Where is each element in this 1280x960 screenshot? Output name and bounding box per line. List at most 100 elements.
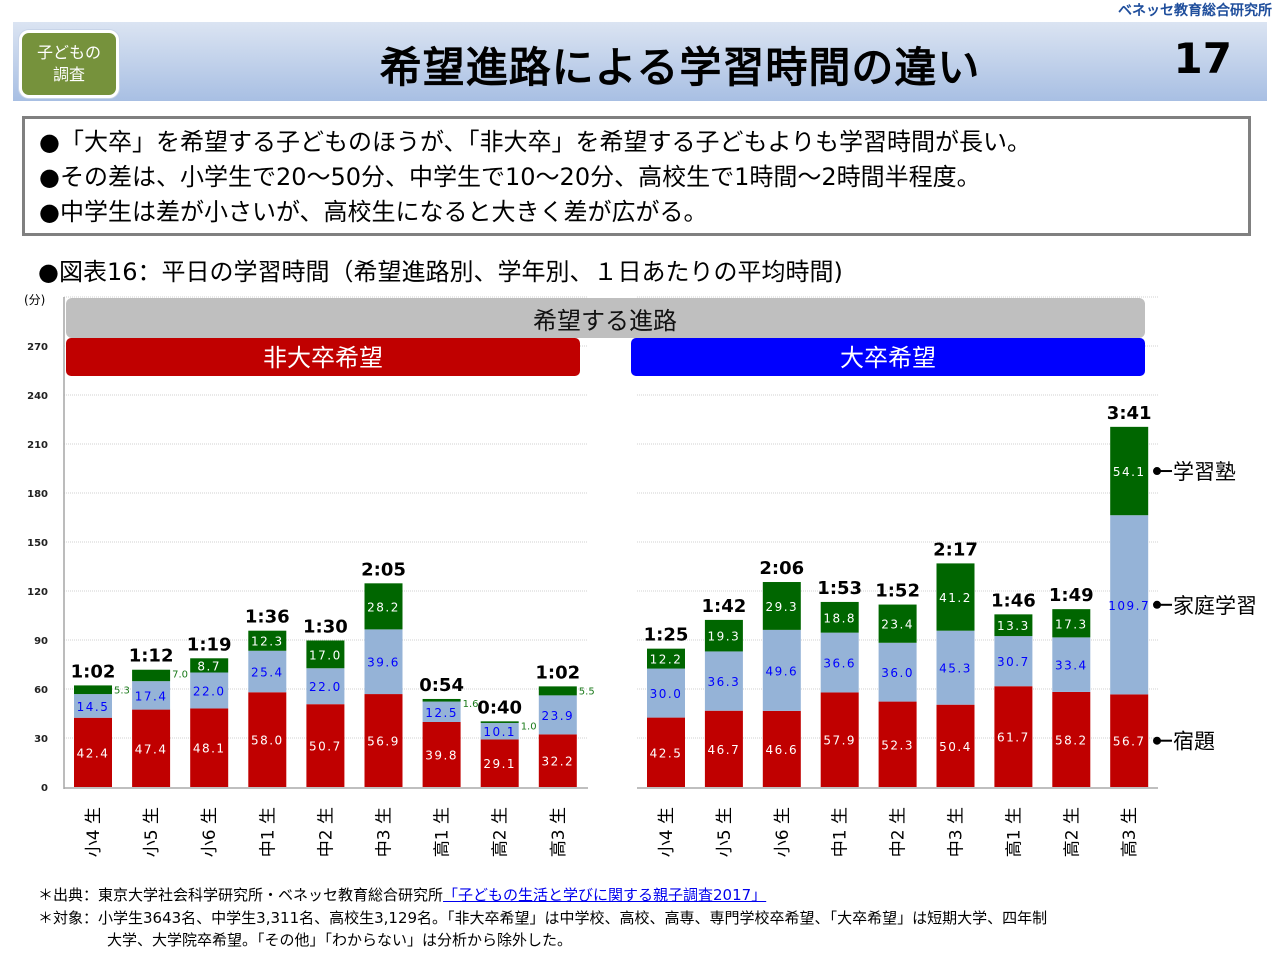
x-tick-label: 小4 生 — [657, 807, 677, 857]
x-tick-label: 高3 生 — [549, 807, 569, 857]
header-band — [13, 22, 1267, 101]
footnote-target-2: 大学、大学院卒希望。「その他」「わからない」は分析から除外した。 — [107, 931, 573, 949]
bar-segment-cram-school — [994, 614, 1033, 637]
x-tick-label: 小6 生 — [773, 807, 793, 857]
bar-segment-home-study — [820, 632, 859, 693]
bar-segment-cram-school — [306, 640, 345, 669]
bar-segment-cram-school — [480, 721, 519, 723]
panel-header-univ — [631, 338, 1145, 376]
bar-segment-homework — [190, 708, 229, 787]
bar-segment-cram-school — [762, 582, 801, 630]
bar-segment-home-study — [994, 636, 1033, 687]
bar-segment-home-study — [936, 630, 975, 705]
total-label: 1:49 — [1049, 585, 1094, 606]
bar-segment-home-study — [647, 668, 685, 718]
bar-segment-cram-school — [190, 658, 229, 673]
total-label: 2:17 — [933, 539, 978, 560]
group-header-label: 希望する進路 — [533, 307, 677, 335]
data-label: 41.2 — [939, 591, 972, 605]
bar-segment-homework — [364, 694, 403, 787]
y-tick-label: 0 — [41, 783, 48, 794]
footnote-source: ＊出典：東京大学社会科学研究所・ベネッセ教育総合研究所「子どもの生活と学びに関す… — [38, 884, 766, 905]
bar-segment-home-study — [74, 694, 112, 718]
data-label: 12.3 — [251, 635, 284, 649]
bar-segment-homework — [132, 709, 171, 787]
bar-segment-homework — [480, 739, 519, 787]
bar-segment-home-study — [878, 642, 917, 702]
data-label: 47.4 — [135, 742, 168, 756]
bar-segment-cram-school — [74, 685, 112, 695]
data-label: 61.7 — [997, 731, 1030, 745]
bar-segment-cram-school — [132, 669, 171, 682]
x-tick-label: 小5 生 — [142, 807, 162, 857]
x-tick-label: 小4 生 — [84, 807, 104, 857]
footnote-target-1: ＊対象：小学生3643名、中学生3,311名、高校生3,129名。「非大卒希望」… — [38, 909, 1048, 927]
page-number: 17 — [1173, 34, 1232, 83]
data-label: 33.4 — [1055, 659, 1088, 673]
data-label: 39.8 — [425, 748, 458, 762]
survey-badge: 子どもの 調査 — [19, 30, 119, 98]
data-label: 25.4 — [251, 666, 284, 680]
data-label: 13.3 — [997, 619, 1030, 633]
y-tick-label: 90 — [34, 636, 48, 647]
bar-segment-cram-school — [422, 698, 461, 702]
bar-segment-cram-school — [248, 630, 287, 651]
badge-line1: 子どもの — [36, 43, 101, 62]
bar-segment-homework — [538, 734, 577, 787]
total-label: 1:46 — [991, 590, 1036, 611]
source-text: ＊出典：東京大学社会科学研究所・ベネッセ教育総合研究所 — [38, 886, 444, 904]
data-label: 36.3 — [708, 675, 741, 689]
total-label: 1:42 — [702, 596, 747, 617]
panel-header-non-univ — [66, 338, 580, 376]
data-label: 1.6 — [463, 699, 479, 710]
bar-segment-cram-school — [878, 604, 917, 643]
summary-box: ●「大卒」を希望する子どものほうが、「非大卒」を希望する子どもよりも学習時間が長… — [22, 116, 1251, 236]
data-label: 30.7 — [997, 655, 1030, 669]
data-label: 29.1 — [483, 757, 516, 771]
x-tick-label: 高2 生 — [1062, 807, 1082, 857]
bar-segment-cram-school — [820, 601, 859, 633]
data-label: 32.2 — [541, 755, 574, 769]
bar-segment-home-study — [306, 668, 345, 705]
y-tick-label: 30 — [34, 734, 48, 745]
y-tick-label: 270 — [27, 342, 48, 353]
bar-segment-cram-school — [647, 648, 685, 669]
data-label: 28.2 — [367, 600, 400, 614]
page-title: 希望進路による学習時間の違い — [379, 43, 981, 92]
x-tick-label: 高1 生 — [433, 807, 453, 857]
data-label: 57.9 — [823, 734, 856, 748]
source-link[interactable]: 「子どもの生活と学びに関する親子調査2017」 — [443, 886, 767, 904]
panel-header-label: 大卒希望 — [840, 344, 936, 372]
x-axis-labels: 小4 生 小5 生 小6 生 中1 生 中2 生 中3 生 高1 生 高2 生 高3 生 小4 生… — [84, 807, 1140, 857]
data-label: 18.8 — [823, 611, 856, 625]
data-label: 17.4 — [135, 689, 168, 703]
total-label: 2:06 — [759, 558, 804, 579]
bar-segment-cram-school — [538, 686, 577, 696]
data-label: 46.7 — [708, 743, 741, 757]
badge-line2: 調査 — [52, 65, 85, 84]
data-label: 58.0 — [251, 734, 284, 748]
total-label: 1:53 — [817, 578, 862, 599]
y-tick-label: 120 — [27, 587, 48, 598]
total-label: 1:25 — [644, 625, 689, 646]
data-label: 12.2 — [650, 653, 683, 667]
bar-segment-homework — [74, 717, 112, 787]
data-label: 42.5 — [650, 746, 683, 760]
data-label: 29.3 — [765, 600, 798, 614]
total-label: 3:41 — [1107, 403, 1152, 424]
legend-label: 宿題 — [1173, 730, 1215, 754]
summary-point: ●「大卒」を希望する子どものほうが、「非大卒」を希望する子どもよりも学習時間が長… — [39, 128, 1031, 156]
data-label: 49.6 — [765, 664, 798, 678]
x-tick-label: 中3 生 — [375, 807, 395, 857]
bar-segment-homework — [1052, 691, 1091, 787]
data-label: 109.7 — [1108, 599, 1150, 613]
data-label: 36.6 — [823, 657, 856, 671]
x-tick-label: 中2 生 — [316, 807, 336, 857]
data-label: 1.0 — [521, 721, 537, 732]
bar-segment-home-study — [248, 650, 287, 693]
y-tick-label: 180 — [27, 489, 48, 500]
bar-segment-cram-school — [364, 583, 403, 630]
y-axis-label: (分) — [24, 293, 45, 307]
figure-caption: ●図表16：平日の学習時間（希望進路別、学年別、１日あたりの平均時間) — [38, 258, 843, 286]
legend-label: 家庭学習 — [1173, 594, 1257, 618]
